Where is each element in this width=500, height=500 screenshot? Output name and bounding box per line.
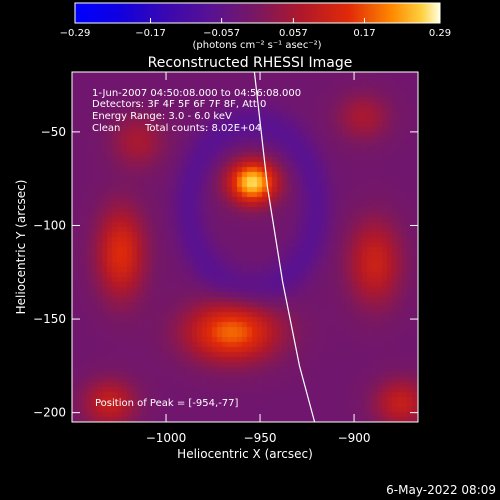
chart-title: Reconstructed RHESSI Image (148, 55, 353, 71)
x-tick-label: −950 (244, 431, 277, 445)
total-counts-text: Total counts: 8.02E+04 (145, 123, 262, 134)
x-tick-label: −1000 (146, 431, 187, 445)
y-tick-label: −100 (33, 218, 66, 232)
colorbar-tick-label: −0.29 (60, 28, 91, 39)
y-tick-label: −200 (33, 406, 66, 420)
heatmap-canvas (72, 72, 418, 422)
y-tick-label: −50 (41, 125, 66, 139)
energy-range-text: Energy Range: 3.0 - 6.0 keV (92, 111, 232, 122)
y-axis-label: Heliocentric Y (arcsec) (14, 180, 28, 315)
heatmap-image-area (72, 72, 418, 422)
plot-frame (71, 71, 419, 423)
colorbar-tick-label: −0.17 (135, 28, 166, 39)
y-tick-label: −150 (33, 312, 66, 326)
colorbar-tick-label: −0.057 (203, 28, 240, 39)
peak-position-text: Position of Peak = [-954,-77] (95, 398, 239, 409)
colorbar-tick-label: 0.17 (353, 28, 375, 39)
colorbar-tick-label: 0.29 (429, 28, 451, 39)
solar-limb-line (253, 71, 316, 423)
colorbar-units-label: (photons cm⁻² s⁻¹ asec⁻²) (192, 40, 321, 51)
colorbar-gradient (74, 2, 441, 24)
x-axis-label: Heliocentric X (arcsec) (177, 447, 313, 461)
x-tick-label: −900 (338, 431, 371, 445)
colorbar: −0.29 −0.17 −0.057 0.057 0.17 0.29 (photons c… (60, 2, 451, 51)
time-range-text: 1-Jun-2007 04:50:08.000 to 04:56:08.000 (92, 88, 302, 99)
colorbar-tick-label: 0.057 (279, 28, 308, 39)
footer-date: 6-May-2022 08:09 (386, 483, 496, 497)
clean-text: Clean (92, 123, 121, 134)
detectors-text: Detectors: 3F 4F 5F 6F 7F 8F, Att 0 (92, 99, 267, 110)
